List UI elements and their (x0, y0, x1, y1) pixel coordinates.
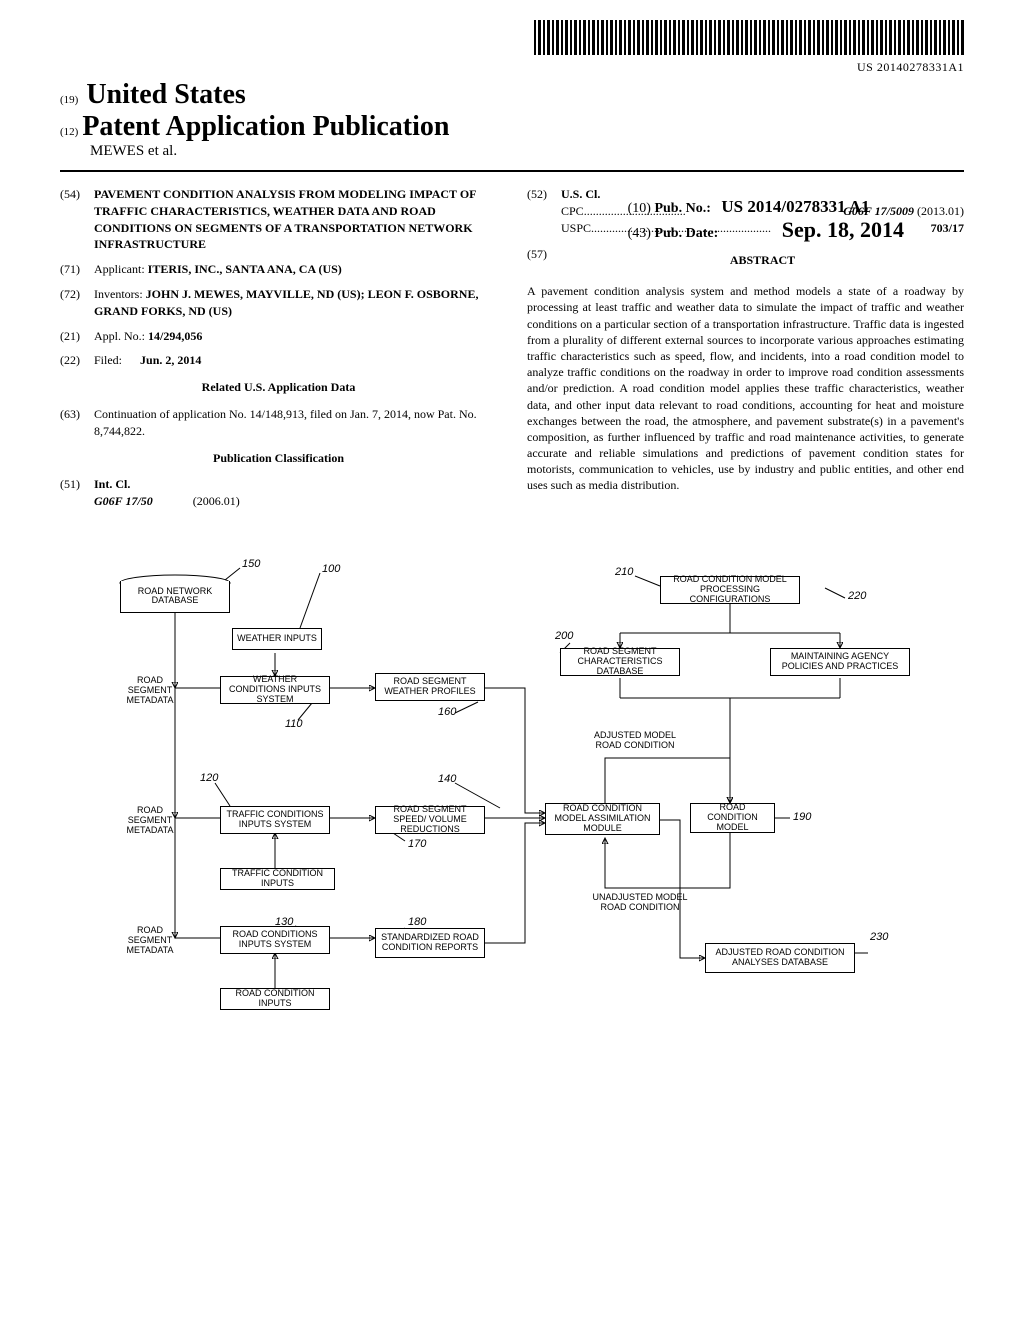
traffic-cond-inputs-box: TRAFFIC CONDITION INPUTS (220, 868, 335, 890)
barcode-number: US 20140278331A1 (60, 60, 964, 75)
rcm-processing-box: ROAD CONDITION MODEL PROCESSING CONFIGUR… (660, 576, 800, 604)
field-51: (51) Int. Cl. G06F 17/50 (2006.01) (60, 476, 497, 510)
ref-170: 170 (408, 838, 426, 850)
ref-190: 190 (793, 811, 811, 823)
field-72-num: (72) (60, 286, 94, 320)
road-cond-inputs-box: ROAD CONDITION INPUTS (220, 988, 330, 1010)
weather-inputs-box: WEATHER INPUTS (232, 628, 322, 650)
ref-200: 200 (555, 630, 573, 642)
ref-210: 210 (615, 566, 633, 578)
maint-agency-box: MAINTAINING AGENCY POLICIES AND PRACTICE… (770, 648, 910, 676)
field-22-value: Jun. 2, 2014 (140, 353, 201, 367)
ref-180: 180 (408, 916, 426, 928)
uspc-label: USPC (561, 220, 591, 237)
field-22-label: Filed: (94, 353, 122, 367)
header-divider (60, 170, 964, 172)
header: (19) United States (12) Patent Applicati… (60, 79, 964, 160)
ref-100: 100 (322, 563, 340, 575)
ref-110: 110 (285, 718, 303, 730)
road-seg-speed-box: ROAD SEGMENT SPEED/ VOLUME REDUCTIONS (375, 806, 485, 834)
field-71-label: Applicant: (94, 262, 145, 276)
left-column: (54) PAVEMENT CONDITION ANALYSIS FROM MO… (60, 186, 497, 518)
field-52-num: (52) (527, 186, 561, 236)
field-63: (63) Continuation of application No. 14/… (60, 406, 497, 440)
field-51-label: Int. Cl. (94, 477, 130, 491)
pubno-value: US 2014/0278331 A1 (721, 197, 869, 216)
barcode-graphic (534, 20, 964, 55)
adj-analyses-db-box: ADJUSTED ROAD CONDITION ANALYSES DATABAS… (705, 943, 855, 973)
pubno-label: Pub. No.: (654, 201, 710, 216)
field-72-label: Inventors: (94, 287, 143, 301)
field-21: (21) Appl. No.: 14/294,056 (60, 328, 497, 345)
pub-title: Patent Application Publication (82, 111, 449, 143)
field-51-num: (51) (60, 476, 94, 510)
pubdate-code: (43) (628, 226, 651, 241)
road-network-db-box: ROAD NETWORK DATABASE (120, 581, 230, 613)
pubclass-header: Publication Classification (60, 450, 497, 467)
pub-code: (12) (60, 126, 78, 138)
field-57-num: (57) (527, 246, 561, 275)
field-63-text: Continuation of application No. 14/148,9… (94, 406, 497, 440)
related-header: Related U.S. Application Data (60, 379, 497, 396)
field-21-num: (21) (60, 328, 94, 345)
std-road-reports-box: STANDARDIZED ROAD CONDITION REPORTS (375, 928, 485, 958)
ref-230: 230 (870, 931, 888, 943)
field-54: (54) PAVEMENT CONDITION ANALYSIS FROM MO… (60, 186, 497, 253)
pubno-code: (10) (628, 201, 651, 216)
abstract-text: A pavement condition analysis system and… (527, 283, 964, 493)
assim-module-box: ROAD CONDITION MODEL ASSIMILATION MODULE (545, 803, 660, 835)
road-seg-meta-2: ROAD SEGMENT METADATA (115, 806, 185, 836)
pubdate-value: Sep. 18, 2014 (782, 217, 904, 242)
authors: MEWES et al. (90, 143, 964, 160)
country-name: United States (86, 79, 245, 110)
field-51-code: G06F 17/50 (94, 493, 153, 510)
weather-cond-sys-box: WEATHER CONDITIONS INPUTS SYSTEM (220, 676, 330, 704)
uspc-value: 703/17 (931, 220, 964, 237)
field-54-title: PAVEMENT CONDITION ANALYSIS FROM MODELIN… (94, 186, 497, 253)
field-57: (57) ABSTRACT (527, 246, 964, 275)
road-seg-char-db-box: ROAD SEGMENT CHARACTERISTICS DATABASE (560, 648, 680, 676)
field-71-value: ITERIS, INC., SANTA ANA, CA (US) (148, 262, 342, 276)
pubdate-label: Pub. Date: (654, 226, 718, 241)
ref-140: 140 (438, 773, 456, 785)
ref-220: 220 (848, 590, 866, 602)
traffic-cond-sys-box: TRAFFIC CONDITIONS INPUTS SYSTEM (220, 806, 330, 834)
ref-120: 120 (200, 772, 218, 784)
road-cond-model-box: ROAD CONDITION MODEL (690, 803, 775, 833)
flowchart-diagram: ROAD NETWORK DATABASE WEATHER INPUTS WEA… (60, 558, 964, 1058)
field-63-num: (63) (60, 406, 94, 440)
field-22: (22) Filed: Jun. 2, 2014 (60, 352, 497, 369)
barcode-section: US 20140278331A1 (60, 20, 964, 75)
pub-info: (10) Pub. No.: US 2014/0278331 A1 (43) P… (628, 197, 904, 243)
ref-150: 150 (242, 558, 260, 570)
field-51-year: (2006.01) (193, 493, 240, 510)
cpc-label: CPC (561, 203, 584, 220)
road-cond-sys-box: ROAD CONDITIONS INPUTS SYSTEM (220, 926, 330, 954)
field-21-value: 14/294,056 (148, 329, 202, 343)
field-22-num: (22) (60, 352, 94, 369)
field-72-value: JOHN J. MEWES, MAYVILLE, ND (US); LEON F… (94, 287, 478, 318)
abstract-label: ABSTRACT (561, 252, 964, 269)
road-seg-meta-1: ROAD SEGMENT METADATA (115, 676, 185, 706)
road-seg-weather-box: ROAD SEGMENT WEATHER PROFILES (375, 673, 485, 701)
field-21-label: Appl. No.: (94, 329, 145, 343)
field-71-num: (71) (60, 261, 94, 278)
road-seg-meta-3: ROAD SEGMENT METADATA (115, 926, 185, 956)
field-71: (71) Applicant: ITERIS, INC., SANTA ANA,… (60, 261, 497, 278)
ref-130: 130 (275, 916, 293, 928)
field-72: (72) Inventors: JOHN J. MEWES, MAYVILLE,… (60, 286, 497, 320)
cpc-year: (2013.01) (917, 204, 964, 218)
field-54-num: (54) (60, 186, 94, 253)
country-code: (19) (60, 94, 78, 106)
ref-160: 160 (438, 706, 456, 718)
unadj-model-label: UNADJUSTED MODEL ROAD CONDITION (590, 893, 690, 913)
adj-model-label: ADJUSTED MODEL ROAD CONDITION (590, 731, 680, 751)
field-52-label: U.S. Cl. (561, 187, 600, 201)
